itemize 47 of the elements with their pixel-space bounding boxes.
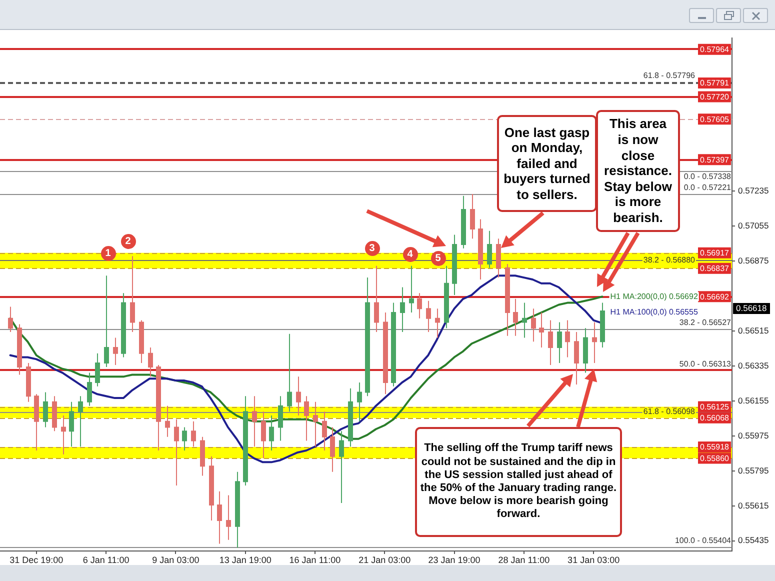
- annotation: 2: [120, 234, 136, 248]
- y-tick-label: 0.57235: [738, 185, 769, 196]
- ref-line-label: 0.56125: [700, 402, 730, 412]
- x-tick-label: 21 Jan 03:00: [358, 554, 411, 565]
- x-tick-label: 13 Jan 19:00: [219, 554, 272, 565]
- x-tick-label: 28 Jan 11:00: [498, 554, 550, 565]
- x-tick-label: 6 Jan 11:00: [82, 554, 130, 565]
- y-tick-label: 0.56155: [738, 395, 769, 406]
- annotation: 0.0 - 0.57221: [684, 182, 732, 192]
- ref-line-label: 0.57720: [700, 92, 730, 102]
- ref-line-label: 0.56692: [700, 292, 730, 302]
- x-tick-label: 31 Dec 19:00: [10, 554, 64, 565]
- ref-line-label: 0.57397: [700, 155, 730, 164]
- annotation: 61.8 - 0.56098: [643, 407, 696, 416]
- ref-line-label: 0.56068: [700, 414, 730, 423]
- y-tick-label: 0.55795: [738, 465, 769, 476]
- annotation: 38.2 - 0.56880: [643, 255, 696, 264]
- annotation: 4: [402, 246, 418, 262]
- series-label: H1 MA:100(0,0) 0.56555: [610, 307, 698, 316]
- ref-line-label: 0.57605: [700, 114, 730, 124]
- annotation: 100.0 - 0.55404: [674, 536, 732, 546]
- annotation: 5: [430, 250, 446, 266]
- x-tick-label: 9 Jan 03:00: [152, 554, 200, 565]
- y-tick-label: 0.56515: [738, 325, 769, 336]
- y-tick-label: 0.55975: [738, 430, 769, 440]
- ref-line-label: 0.56917: [700, 248, 730, 258]
- y-tick-label: 0.56875: [738, 255, 769, 266]
- x-tick-label: 16 Jan 11:00: [289, 554, 341, 565]
- y-tick-label: 0.55615: [738, 500, 769, 510]
- ref-line-label: 0.57791: [700, 78, 730, 88]
- text: 0.56618: [733, 302, 770, 314]
- x-tick-label: 23 Jan 19:00: [428, 554, 480, 565]
- ref-line-label: 0.56837: [700, 264, 730, 274]
- y-tick-label: 0.55435: [738, 535, 769, 546]
- ref-line-label: 0.55918: [700, 442, 730, 452]
- annotation: 50.0 - 0.56313: [679, 359, 732, 368]
- x-tick-label: 31 Jan 03:00: [568, 554, 620, 565]
- annotation: 3: [364, 240, 380, 256]
- y-tick-label: 0.56335: [738, 360, 769, 370]
- ref-line-label: 0.57964: [700, 45, 730, 54]
- annotation: 0.0 - 0.57338: [684, 172, 732, 182]
- annotation: 1: [100, 246, 116, 260]
- y-tick-label: 0.57055: [738, 220, 769, 230]
- series-label: H1 MA:200(0,0) 0.56692: [610, 292, 698, 301]
- annotation: 38.2 - 0.56527: [679, 318, 732, 327]
- ref-line-label: 0.55860: [700, 454, 730, 463]
- annotation: 61.8 - 0.57796: [643, 71, 696, 80]
